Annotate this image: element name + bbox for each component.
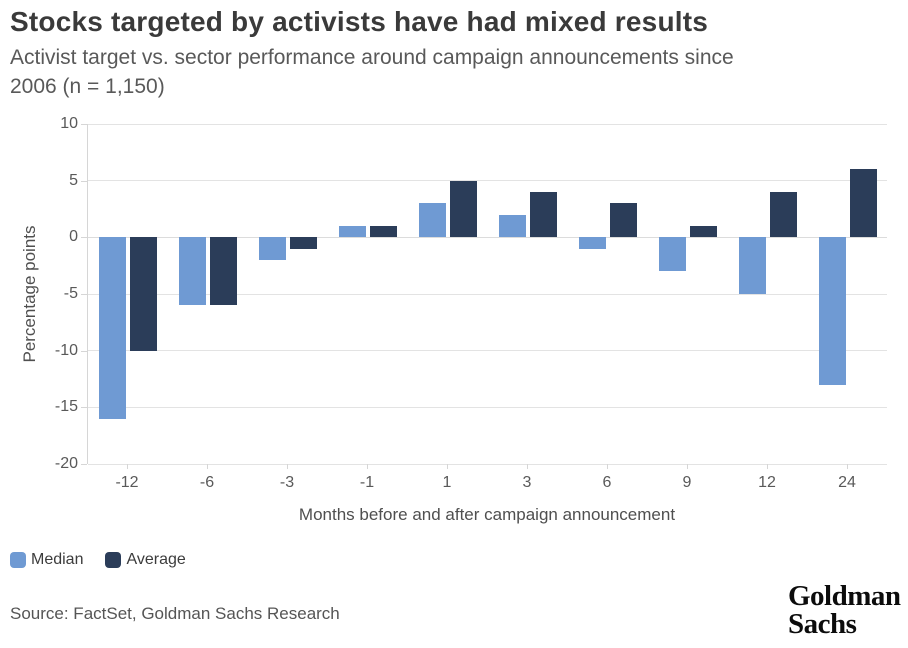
y-tick-mark-0 bbox=[81, 237, 87, 239]
y-tick-label-10: 10 bbox=[60, 115, 78, 132]
x-tick-label-24: 24 bbox=[838, 474, 856, 491]
bar-median-24 bbox=[819, 237, 846, 385]
bar-median-1 bbox=[419, 203, 446, 238]
gridline-y-0 bbox=[88, 236, 887, 238]
x-tick-mark--1 bbox=[367, 464, 368, 469]
x-tick-label--12: -12 bbox=[115, 474, 139, 491]
y-tick-label-5: 5 bbox=[69, 171, 78, 189]
y-tick-mark--10 bbox=[81, 350, 87, 352]
x-tick-label--1: -1 bbox=[359, 474, 375, 491]
y-tick-mark-5 bbox=[81, 180, 87, 182]
bar-median-12 bbox=[739, 237, 766, 294]
x-tick-label--3: -3 bbox=[279, 474, 295, 491]
legend-item-median: Median bbox=[10, 551, 83, 569]
bar-median--1 bbox=[339, 226, 366, 238]
plot-area bbox=[87, 123, 887, 465]
y-tick-mark--20 bbox=[81, 464, 87, 465]
median-swatch-icon bbox=[10, 552, 26, 568]
logo-line-2: Sachs bbox=[788, 607, 857, 640]
gridline-y-10 bbox=[88, 123, 887, 125]
bar-median--3 bbox=[259, 237, 286, 260]
y-tick-mark--5 bbox=[81, 294, 87, 295]
gridline-y-5 bbox=[88, 180, 887, 182]
logo-line-1: Goldman bbox=[788, 580, 901, 612]
bar-median--12 bbox=[99, 237, 126, 419]
x-tick-mark-6 bbox=[607, 464, 608, 469]
bar-median-9 bbox=[659, 237, 686, 272]
x-tick-label-6: 6 bbox=[602, 474, 612, 491]
bar-average--12 bbox=[130, 237, 157, 351]
chart-title: Stocks targeted by activists have had mi… bbox=[10, 6, 709, 37]
legend-label-average: Average bbox=[126, 551, 186, 568]
x-axis-title: Months before and after campaign announc… bbox=[298, 505, 676, 524]
y-tick-mark--15 bbox=[81, 407, 87, 409]
legend: Median Average bbox=[10, 551, 186, 569]
x-tick-mark-9 bbox=[687, 464, 688, 469]
x-tick-mark-3 bbox=[527, 464, 528, 469]
bar-median--6 bbox=[179, 237, 206, 306]
bar-average-9 bbox=[690, 226, 717, 238]
y-tick-mark-10 bbox=[81, 124, 87, 125]
bar-median-3 bbox=[499, 214, 526, 238]
x-tick-mark--3 bbox=[287, 464, 288, 469]
bar-average--1 bbox=[370, 226, 397, 238]
x-tick-mark--6 bbox=[207, 464, 208, 469]
x-tick-mark-24 bbox=[847, 464, 848, 469]
legend-label-median: Median bbox=[31, 551, 84, 568]
y-tick-label-0: 0 bbox=[69, 228, 78, 246]
gridline-y--10 bbox=[88, 350, 887, 352]
x-tick-label-12: 12 bbox=[758, 474, 776, 491]
bar-average-1 bbox=[450, 180, 477, 238]
x-tick-label-9: 9 bbox=[682, 474, 692, 491]
legend-item-average: Average bbox=[105, 551, 186, 569]
chart-subtitle: Activist target vs. sector performance a… bbox=[10, 44, 890, 102]
bar-average-6 bbox=[610, 203, 637, 238]
bar-average-3 bbox=[530, 192, 557, 238]
bar-average-24 bbox=[850, 169, 877, 238]
x-tick-mark-1 bbox=[447, 464, 448, 469]
x-tick-mark-12 bbox=[767, 464, 768, 469]
x-tick-label-3: 3 bbox=[522, 474, 532, 491]
bar-average--6 bbox=[210, 237, 237, 306]
chart-subtitle-line-1: Activist target vs. sector performance a… bbox=[10, 46, 734, 69]
gridline-y--15 bbox=[88, 406, 887, 408]
x-tick-mark--12 bbox=[127, 464, 128, 469]
bar-median-6 bbox=[579, 237, 606, 249]
y-tick-label--20: -20 bbox=[54, 455, 78, 472]
average-swatch-icon bbox=[105, 552, 122, 568]
x-tick-label-1: 1 bbox=[442, 474, 452, 491]
gridline-y--20 bbox=[88, 463, 887, 465]
bar-average--3 bbox=[290, 237, 317, 249]
y-tick-label--15: -15 bbox=[54, 398, 78, 416]
chart-subtitle-line-2: 2006 (n = 1,150) bbox=[10, 74, 165, 98]
source-attribution: Source: FactSet, Goldman Sachs Research bbox=[10, 604, 340, 623]
bar-average-12 bbox=[770, 192, 797, 238]
gridline-y--5 bbox=[88, 293, 887, 295]
y-tick-label--5: -5 bbox=[63, 285, 78, 302]
goldman-sachs-logo: Goldman Sachs bbox=[788, 580, 901, 640]
x-tick-label--6: -6 bbox=[199, 474, 215, 491]
y-tick-label--10: -10 bbox=[54, 341, 78, 359]
